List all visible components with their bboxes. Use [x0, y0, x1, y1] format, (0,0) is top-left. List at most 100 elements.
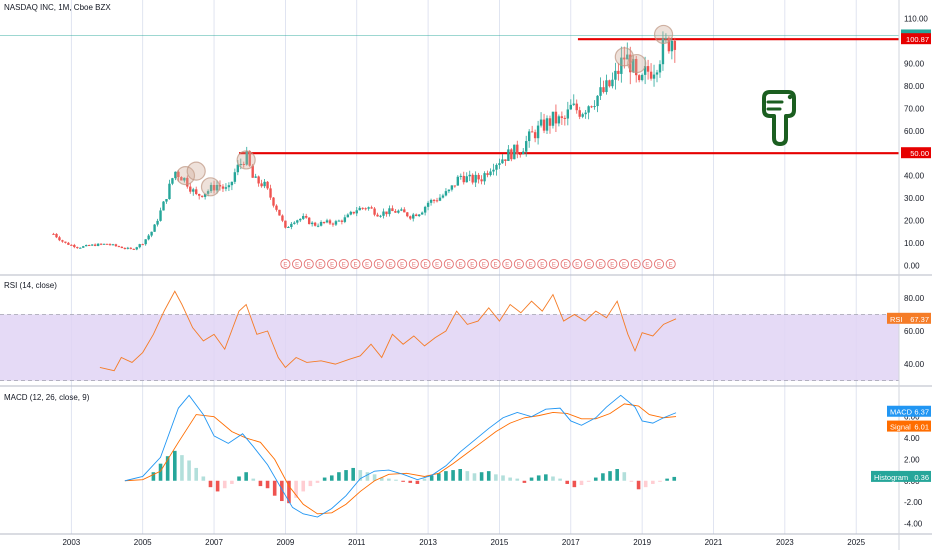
x-tick-label: 2003	[62, 538, 80, 547]
price-tick-label: 70.00	[904, 104, 925, 113]
time-axis[interactable]: 2003 2005 2007 2009 2011 2013 2015 2017 2019 2021…	[62, 538, 865, 547]
rsi-badge-name: RSI	[890, 315, 903, 324]
price-tick-label: 110.00	[904, 15, 928, 24]
earnings-marker-icon[interactable]	[350, 258, 361, 270]
candle-body	[566, 109, 570, 119]
earnings-marker-icon[interactable]	[327, 258, 338, 270]
histogram-bar	[586, 480, 591, 482]
earnings-marker-icon[interactable]	[420, 258, 431, 270]
earnings-marker-icon[interactable]	[362, 258, 373, 270]
candle-body	[661, 38, 665, 65]
candle-body	[325, 220, 329, 223]
highlight-circle	[186, 161, 206, 181]
candle-body	[162, 201, 165, 211]
candle-body	[200, 195, 204, 197]
earnings-marker-icon[interactable]	[502, 258, 513, 270]
histogram-bar	[515, 478, 520, 481]
highlight-circle	[200, 177, 221, 197]
histogram-bar	[215, 480, 220, 492]
candle-body	[221, 186, 225, 189]
candle-body	[153, 224, 156, 232]
candle-body	[412, 214, 415, 219]
earnings-marker-icon[interactable]	[595, 258, 606, 270]
candle-body	[593, 106, 596, 108]
earnings-marker-icon[interactable]	[537, 258, 548, 270]
candle-body	[415, 214, 418, 217]
earnings-marker-icon[interactable]	[443, 258, 454, 270]
histogram-bar	[486, 471, 491, 481]
candle-body	[480, 179, 483, 182]
candle-body	[260, 183, 263, 187]
earnings-marker-icon[interactable]	[607, 258, 618, 270]
histogram-bar	[593, 477, 598, 481]
earnings-marker-icon[interactable]	[280, 258, 291, 270]
earnings-marker-icon[interactable]	[338, 258, 349, 270]
candle-body	[64, 241, 67, 243]
candle-body	[331, 223, 335, 225]
candle-body	[646, 66, 650, 72]
candle-body	[192, 189, 195, 192]
histogram-bar	[579, 480, 584, 486]
earnings-marker-icon[interactable]	[525, 258, 536, 270]
earnings-marker-icon[interactable]	[642, 258, 653, 270]
rsi-tick-label: 80.00	[904, 294, 925, 303]
histogram-bar	[622, 472, 627, 481]
signal-line	[124, 403, 677, 515]
histogram-bar	[294, 480, 298, 498]
earnings-marker-icon[interactable]	[490, 258, 501, 270]
earnings-marker-icon[interactable]	[408, 258, 419, 270]
x-tick-label: 2007	[205, 538, 223, 547]
signal-badge: 6.01	[914, 423, 929, 432]
candle-body	[423, 206, 427, 213]
signal-badge-name: Signal	[890, 423, 911, 432]
candle-body	[426, 202, 430, 207]
earnings-marker-icon[interactable]	[630, 258, 641, 270]
histogram-bar	[251, 478, 256, 481]
earnings-marker-icon[interactable]	[385, 258, 396, 270]
earnings-marker-icon[interactable]	[548, 258, 559, 270]
earnings-marker-label: E	[669, 262, 673, 268]
candle-body	[111, 244, 115, 246]
macd-line	[124, 394, 677, 518]
price-tick-label: 40.00	[904, 172, 925, 181]
earnings-marker-icon[interactable]	[583, 258, 595, 270]
histogram-bar	[165, 456, 170, 481]
candle-body	[278, 209, 281, 216]
earnings-marker-icon[interactable]	[618, 258, 630, 270]
price-tick-label: 20.00	[904, 216, 925, 225]
histogram-bar	[636, 480, 641, 490]
earnings-marker-icon[interactable]	[560, 258, 571, 270]
earnings-marker-label: E	[599, 262, 603, 268]
earnings-marker-icon[interactable]	[665, 258, 676, 270]
earnings-marker-label: E	[283, 262, 287, 268]
earnings-marker-icon[interactable]	[315, 258, 326, 270]
earnings-marker-icon[interactable]	[572, 258, 583, 270]
histogram-bar	[230, 480, 234, 484]
earnings-marker-label: E	[353, 262, 357, 268]
earnings-marker-icon[interactable]	[292, 258, 303, 270]
earnings-marker-icon[interactable]	[513, 258, 524, 270]
earnings-marker-icon[interactable]	[373, 258, 384, 270]
earnings-marker-icon[interactable]	[432, 258, 443, 270]
histogram-badge: 0.36	[914, 473, 929, 482]
earnings-marker-icon[interactable]	[397, 258, 408, 270]
price-scale[interactable]: 110.00100.0090.0080.0070.0060.0050.0040.…	[904, 15, 929, 529]
candle-body	[257, 176, 260, 184]
histogram-bar	[436, 473, 441, 481]
histogram-badge-bg	[871, 470, 931, 482]
earnings-marker-icon[interactable]	[455, 258, 466, 270]
earnings-marker-icon[interactable]	[467, 258, 478, 270]
earnings-marker-icon[interactable]	[478, 258, 489, 270]
earnings-marker-label: E	[447, 262, 451, 268]
x-tick-label: 2021	[705, 538, 723, 547]
candle-body	[67, 242, 70, 245]
candle-body	[114, 244, 118, 247]
earnings-marker-icon[interactable]	[303, 258, 314, 270]
candle-body	[319, 221, 323, 226]
earnings-marker-icon[interactable]	[653, 258, 665, 270]
candle-body	[281, 215, 284, 221]
candle-body	[581, 114, 584, 117]
candle-body	[352, 211, 355, 214]
x-tick-label: 2017	[562, 538, 580, 547]
x-tick-label: 2005	[134, 538, 152, 547]
